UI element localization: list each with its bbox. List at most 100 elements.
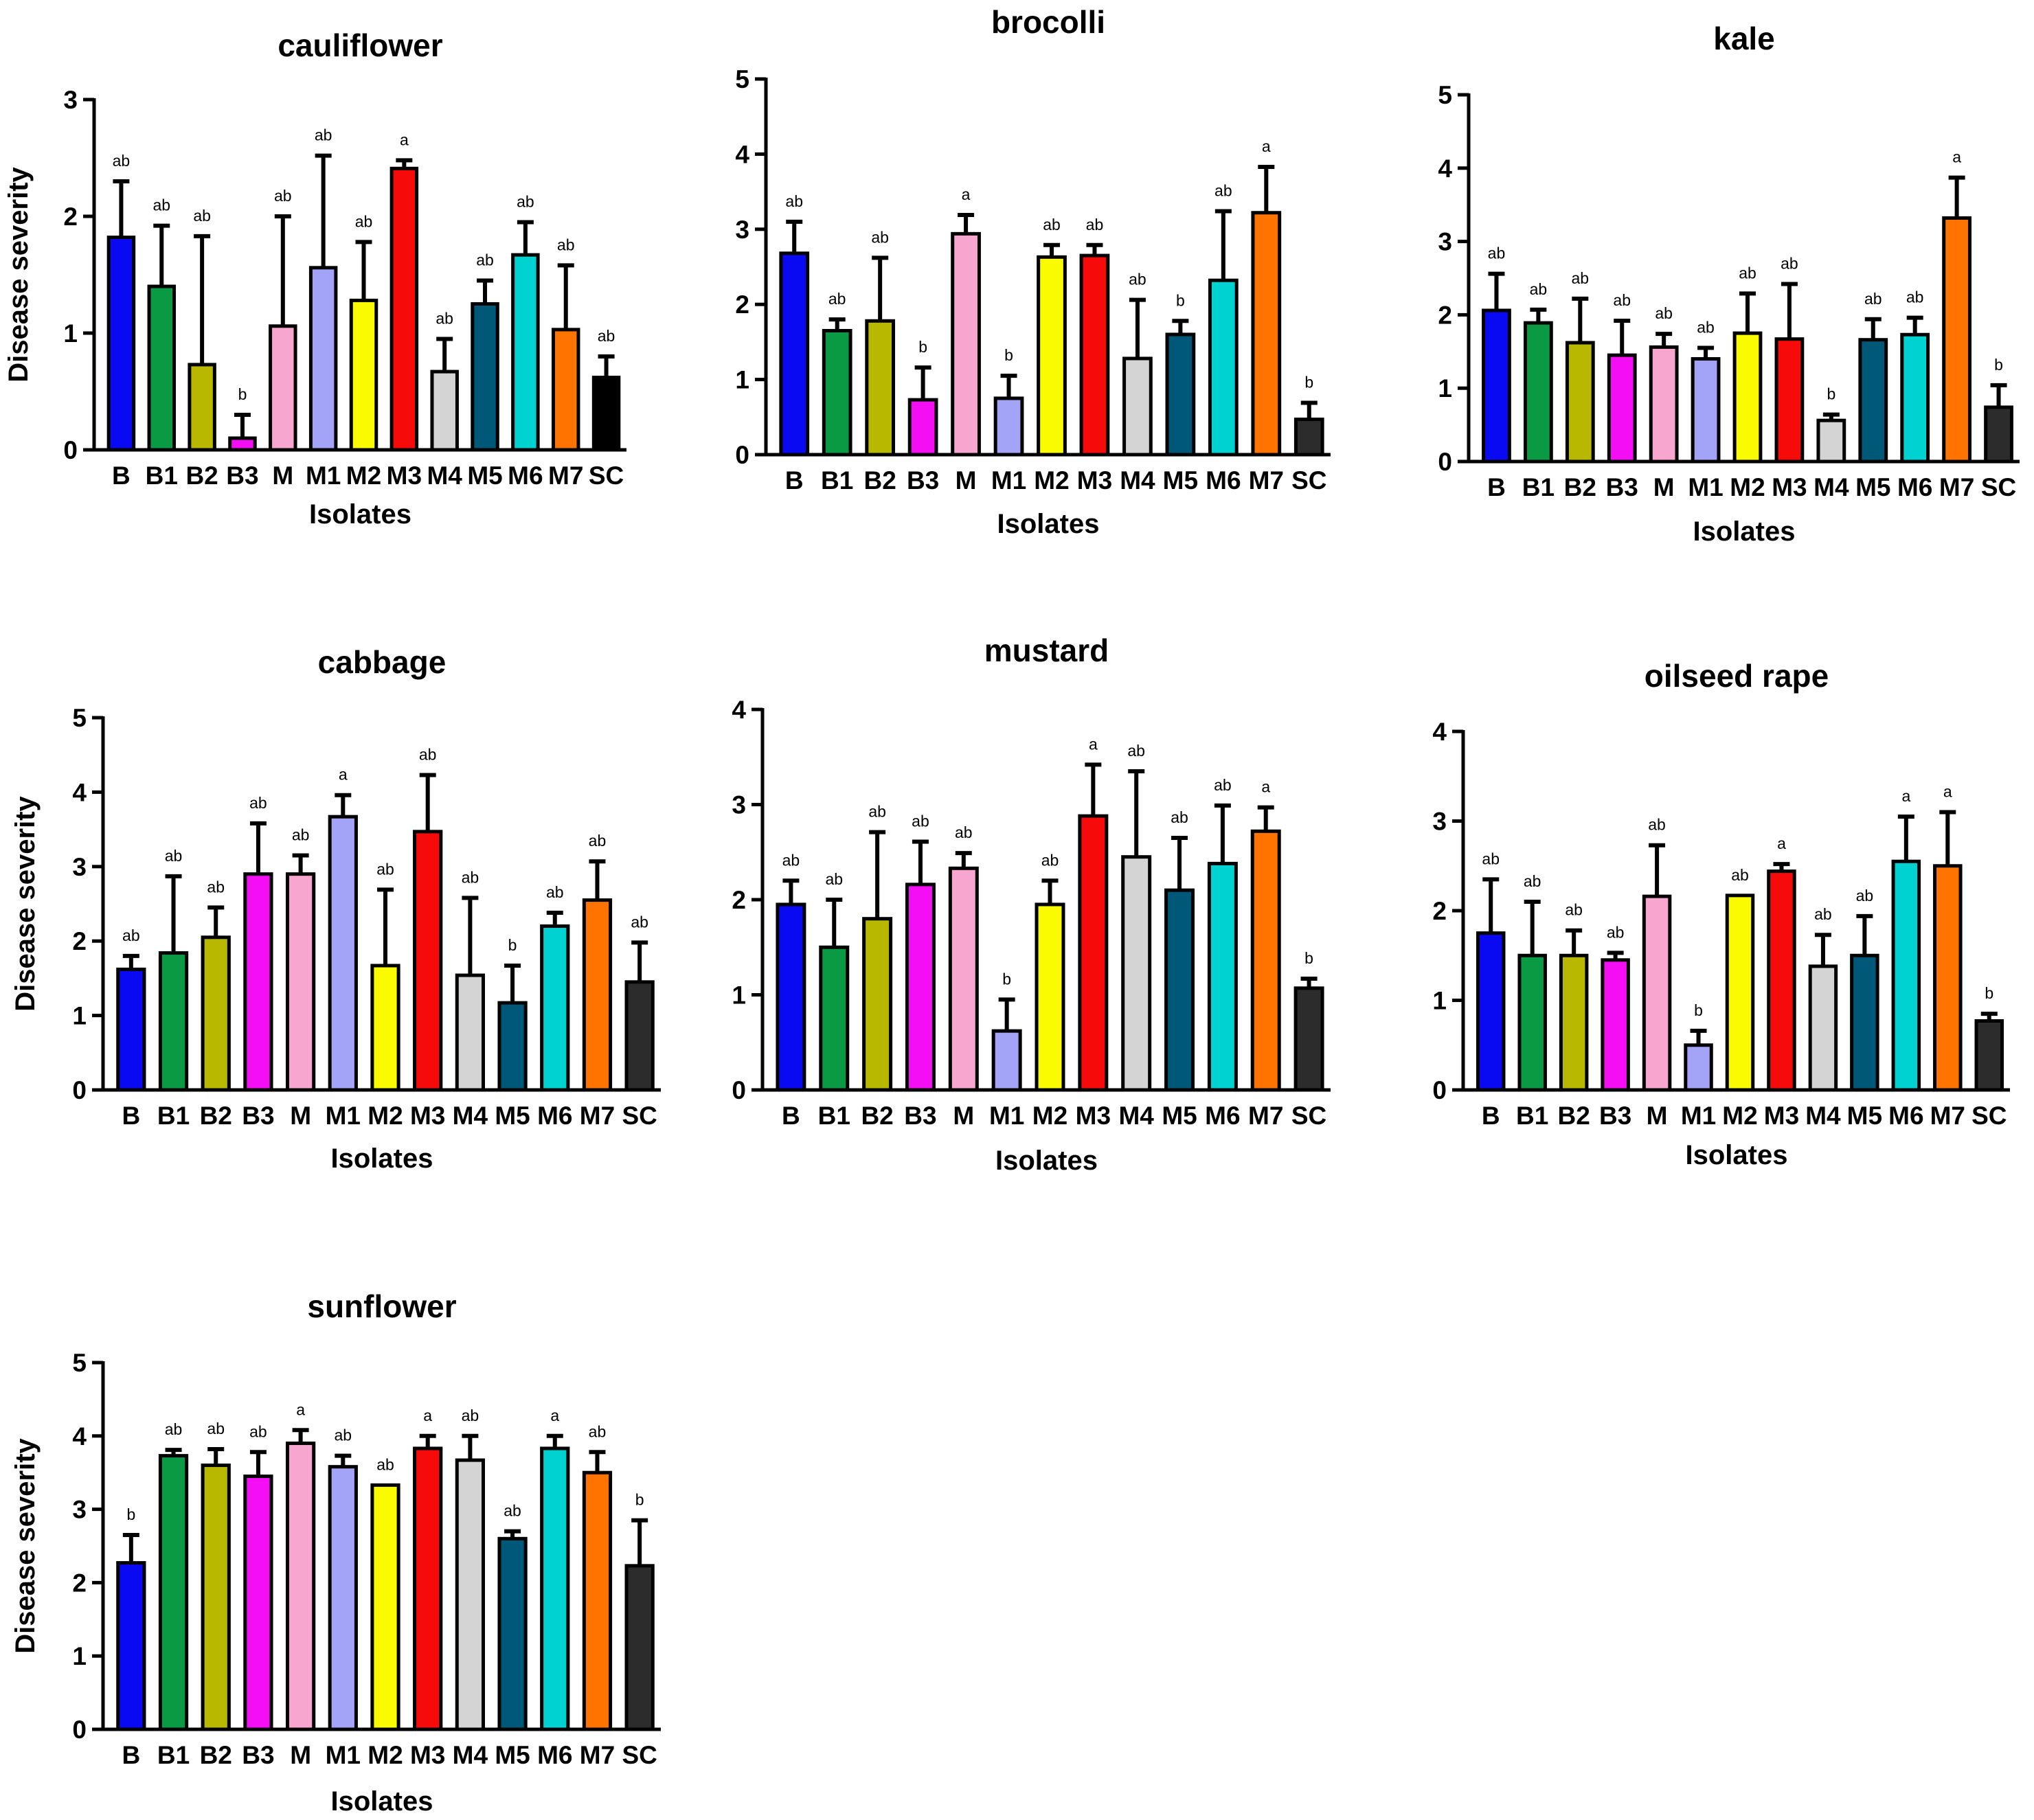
- significance-label: b: [1994, 356, 2003, 374]
- x-tick-label: B: [1482, 1102, 1500, 1130]
- x-tick-label: M1: [326, 1102, 361, 1130]
- y-tick-label: 2: [72, 1569, 87, 1597]
- significance-label: ab: [292, 826, 310, 844]
- chart-title: cabbage: [318, 644, 447, 680]
- x-tick-label: M: [272, 462, 293, 490]
- bar-SC: [624, 1564, 655, 1731]
- x-tick-label: M3: [1076, 1102, 1111, 1130]
- x-tick-label: M2: [1034, 466, 1069, 494]
- bar-M7: [1933, 864, 1963, 1092]
- x-tick-label: M6: [537, 1102, 572, 1130]
- bar-SC: [1974, 1019, 2004, 1092]
- y-tick-label: 0: [72, 1716, 87, 1744]
- bar-M1: [328, 1465, 358, 1731]
- y-tick-label: 2: [1438, 301, 1452, 329]
- bar-B3: [243, 872, 273, 1092]
- x-tick-label: M: [290, 1741, 311, 1769]
- x-tick-label: M2: [1032, 1102, 1067, 1130]
- significance-label: ab: [631, 913, 648, 931]
- significance-label: b: [918, 338, 927, 356]
- bar-M: [1649, 345, 1679, 464]
- x-tick-label: M5: [1162, 1102, 1197, 1130]
- x-tick-label: M1: [306, 462, 341, 490]
- x-tick-label: M4: [1118, 1102, 1154, 1130]
- x-tick-label: M3: [1772, 473, 1807, 501]
- x-tick-label: B3: [1599, 1102, 1631, 1130]
- significance-label: b: [1694, 1001, 1703, 1019]
- significance-label: a: [550, 1407, 559, 1424]
- y-tick-label: 5: [735, 65, 749, 93]
- bar-M4: [430, 369, 459, 452]
- x-tick-label: M: [1653, 473, 1675, 501]
- bar-M: [948, 866, 979, 1092]
- chart-title: kale: [1713, 21, 1775, 56]
- chart-title: oilseed rape: [1645, 658, 1829, 694]
- x-tick-label: M2: [346, 462, 381, 490]
- significance-label: ab: [1488, 244, 1506, 262]
- bar-M3: [413, 1446, 443, 1731]
- significance-label: ab: [1171, 808, 1188, 826]
- significance-label: a: [1261, 778, 1270, 796]
- bar-M7: [1942, 216, 1972, 464]
- bar-B: [116, 1561, 146, 1731]
- y-tick-label: 1: [735, 366, 749, 394]
- bar-M7: [582, 898, 613, 1092]
- significance-label: ab: [1214, 182, 1232, 200]
- x-tick-label: M6: [508, 462, 543, 490]
- y-tick-label: 0: [735, 441, 749, 469]
- significance-label: b: [1985, 984, 1993, 1002]
- bar-M6: [1207, 861, 1238, 1092]
- significance-label: ab: [335, 1426, 352, 1444]
- x-tick-label: M6: [1888, 1102, 1923, 1130]
- significance-label: b: [1002, 970, 1011, 988]
- bar-B2: [865, 319, 896, 457]
- x-tick-label: M5: [1847, 1102, 1882, 1130]
- significance-label: ab: [1214, 776, 1232, 794]
- chart-panel-oilseed-rape: oilseed rapeabBabB1abB2abB3abMbM1abM2aM3…: [1432, 658, 2010, 1170]
- x-tick-label: B: [1487, 473, 1506, 501]
- x-tick-label: M5: [467, 462, 502, 490]
- x-tick-label: M2: [1722, 1102, 1757, 1130]
- x-tick-label: M4: [427, 462, 462, 490]
- x-tick-label: M7: [1249, 466, 1284, 494]
- y-tick-label: 4: [1438, 155, 1452, 183]
- x-tick-label: M4: [1805, 1102, 1841, 1130]
- x-tick-label: B3: [242, 1102, 274, 1130]
- y-tick-label: 3: [72, 853, 87, 881]
- significance-label: ab: [1697, 318, 1715, 336]
- y-axis-label: Disease severity: [3, 166, 34, 382]
- significance-label: ab: [589, 1422, 607, 1440]
- x-tick-label: SC: [622, 1102, 657, 1130]
- x-tick-label: M: [956, 466, 977, 494]
- x-axis-label: Isolates: [995, 1146, 1098, 1176]
- bar-M4: [1808, 964, 1838, 1092]
- bar-M5: [1850, 953, 1879, 1092]
- y-tick-label: 1: [72, 1642, 87, 1670]
- bar-B: [779, 251, 810, 457]
- y-tick-label: 1: [1438, 374, 1452, 402]
- significance-label: ab: [1607, 923, 1625, 941]
- x-tick-label: B2: [185, 462, 218, 490]
- y-tick-label: 1: [732, 981, 746, 1010]
- significance-label: a: [423, 1407, 432, 1424]
- bar-M1: [1684, 1043, 1713, 1092]
- x-axis-label: Isolates: [309, 499, 411, 530]
- x-tick-label: M4: [1813, 473, 1849, 501]
- x-tick-label: B1: [157, 1741, 190, 1769]
- x-tick-label: SC: [1291, 466, 1326, 494]
- x-tick-label: B3: [226, 462, 258, 490]
- chart-panel-kale: kaleabBabB1abB2abB3abMabM1abM2abM3bM4abM…: [1438, 21, 2020, 547]
- bar-M5: [497, 1536, 528, 1731]
- significance-label: ab: [462, 868, 479, 886]
- y-tick-label: 0: [732, 1076, 746, 1104]
- y-axis-label: Disease severity: [10, 795, 41, 1011]
- bar-M5: [1858, 338, 1888, 464]
- x-axis-label: Isolates: [1686, 1140, 1788, 1170]
- x-tick-label: M3: [410, 1102, 445, 1130]
- significance-label: ab: [1648, 816, 1666, 834]
- y-tick-label: 4: [72, 778, 87, 806]
- significance-label: a: [339, 766, 348, 784]
- y-tick-label: 2: [72, 927, 87, 955]
- bar-M4: [1122, 356, 1153, 457]
- x-tick-label: M7: [1930, 1102, 1965, 1130]
